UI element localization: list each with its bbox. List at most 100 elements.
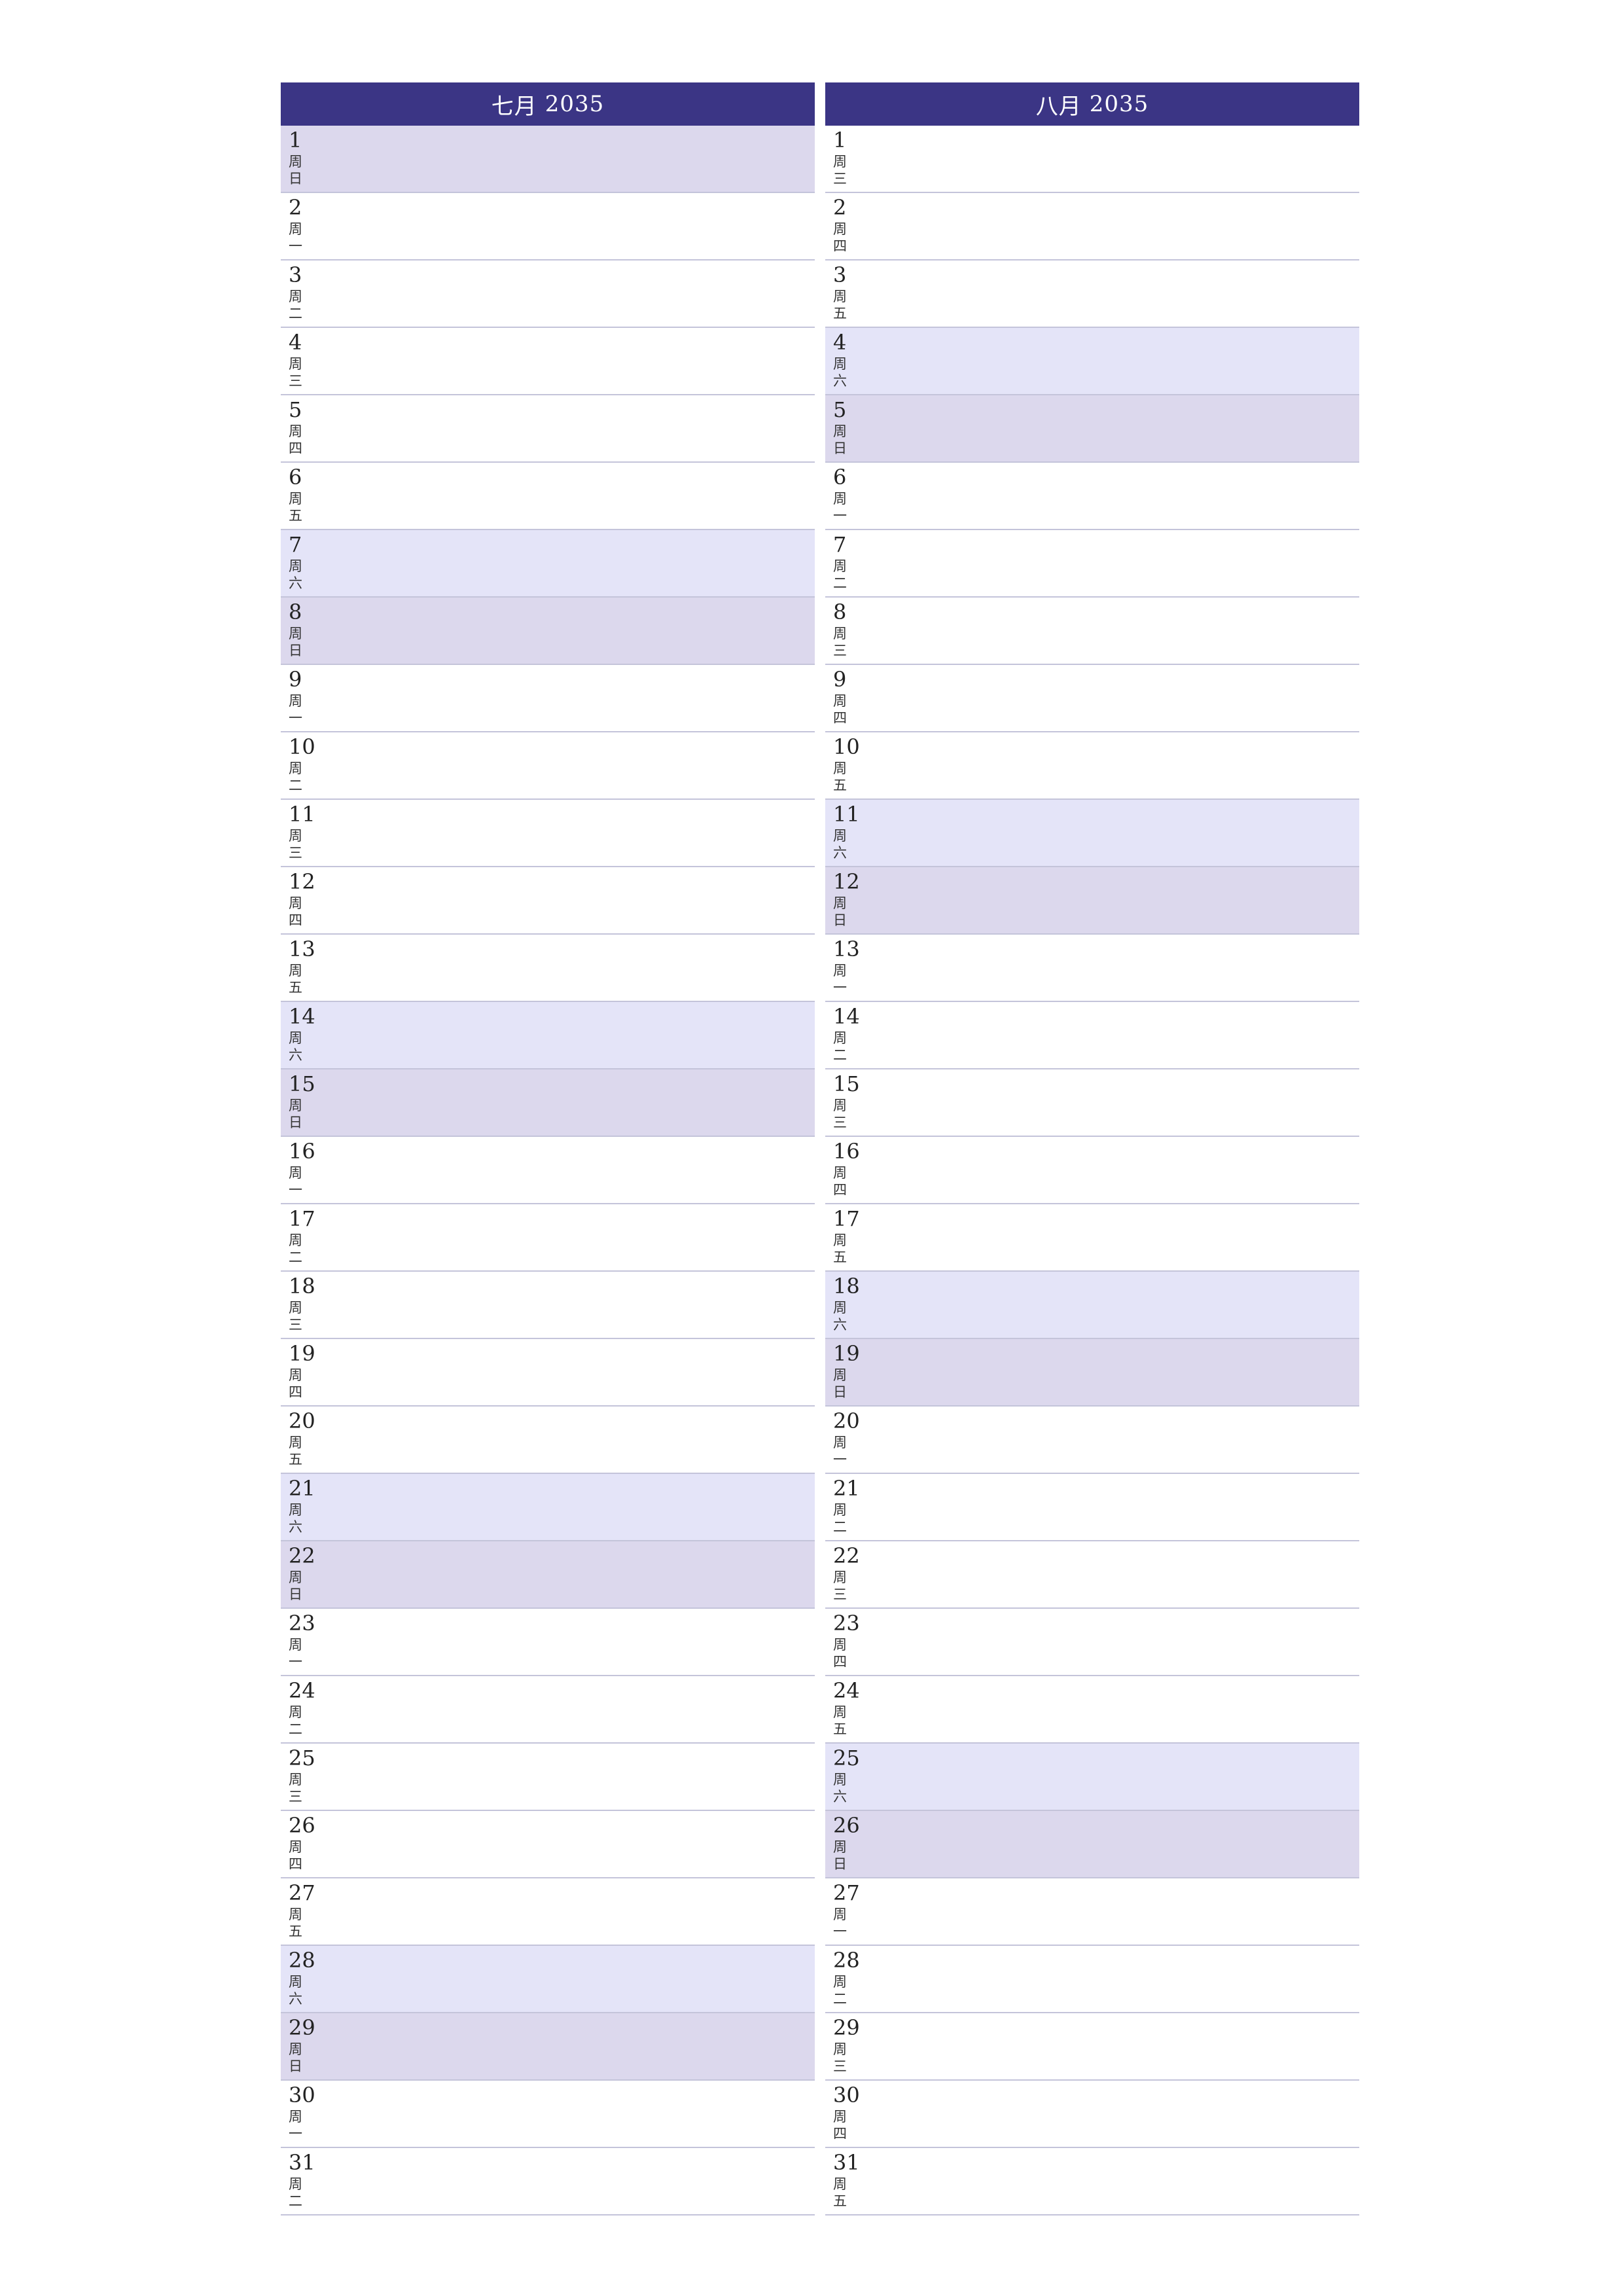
- day-number: 22: [289, 1543, 315, 1568]
- day-number: 17: [289, 1206, 315, 1231]
- day-row: 13 周五: [281, 935, 815, 1002]
- weekday-char: 五: [833, 1249, 847, 1265]
- weekday-label: 周三: [289, 355, 304, 389]
- weekday-char: 一: [289, 1654, 302, 1670]
- weekday-prefix: 周: [833, 1570, 847, 1585]
- day-row: 23 周一: [281, 1609, 815, 1676]
- day-row: 11 周六: [825, 800, 1359, 867]
- day-row: 14 周六: [281, 1002, 815, 1069]
- day-number: 20: [289, 1408, 315, 1433]
- weekday-prefix: 周: [833, 2109, 847, 2125]
- day-row: 20 周五: [281, 1407, 815, 1474]
- day-row: 24 周五: [825, 1676, 1359, 1744]
- weekday-prefix: 周: [289, 693, 302, 709]
- weekday-char: 三: [289, 845, 302, 861]
- weekday-label: 周六: [289, 558, 304, 592]
- weekday-label: 周五: [289, 962, 304, 996]
- day-number: 3: [833, 262, 847, 287]
- weekday-prefix: 周: [833, 761, 847, 776]
- day-row: 27 周一: [825, 1878, 1359, 1946]
- weekday-label: 周一: [289, 221, 304, 255]
- weekday-char: 五: [289, 1924, 302, 1939]
- weekday-label: 周四: [289, 1367, 304, 1401]
- weekday-label: 周五: [289, 1434, 304, 1468]
- weekday-char: 日: [833, 1384, 847, 1400]
- weekday-prefix: 周: [289, 2041, 302, 2057]
- day-row: 10 周五: [825, 732, 1359, 800]
- weekday-char: 一: [833, 980, 847, 996]
- weekday-label: 周四: [833, 692, 849, 726]
- weekday-prefix: 周: [833, 1300, 847, 1316]
- weekday-prefix: 周: [289, 1637, 302, 1653]
- day-number: 25: [833, 1746, 860, 1770]
- day-number: 5: [833, 397, 847, 422]
- day-number: 15: [833, 1071, 860, 1096]
- weekday-label: 周五: [289, 1906, 304, 1940]
- day-row: 17 周五: [825, 1204, 1359, 1272]
- weekday-char: 四: [833, 1654, 847, 1670]
- day-row: 25 周六: [825, 1744, 1359, 1811]
- day-number: 5: [289, 397, 302, 422]
- weekday-prefix: 周: [833, 1232, 847, 1248]
- day-number: 12: [833, 869, 860, 894]
- month-column-august: 八月 2035 1 周三 2 周四 3 周五 4 周六 5 周日 6 周一 7 周二 8 周三 9 周四 10 周五 1…: [825, 82, 1359, 2215]
- weekday-prefix: 周: [289, 1300, 302, 1316]
- weekday-char: 四: [833, 1182, 847, 1198]
- weekday-label: 周三: [289, 1299, 304, 1333]
- weekday-char: 日: [833, 440, 847, 456]
- day-row: 10 周二: [281, 732, 815, 800]
- weekday-char: 四: [289, 1384, 302, 1400]
- weekday-char: 五: [833, 778, 847, 793]
- month-year: 2035: [544, 91, 605, 117]
- weekday-label: 周六: [833, 827, 849, 861]
- weekday-prefix: 周: [289, 2176, 302, 2192]
- weekday-prefix: 周: [833, 693, 847, 709]
- weekday-label: 周四: [833, 1164, 849, 1198]
- day-number: 7: [833, 532, 847, 557]
- weekday-char: 日: [289, 1587, 302, 1602]
- weekday-label: 周三: [833, 2041, 849, 2075]
- weekday-prefix: 周: [833, 1974, 847, 1990]
- weekday-label: 周二: [289, 2176, 304, 2210]
- weekday-prefix: 周: [833, 1907, 847, 1922]
- weekday-char: 三: [833, 1587, 847, 1602]
- weekday-label: 周四: [289, 1839, 304, 1873]
- weekday-label: 周六: [289, 1030, 304, 1064]
- day-row: 18 周三: [281, 1272, 815, 1339]
- weekday-label: 周四: [833, 1636, 849, 1670]
- day-row: 31 周五: [825, 2148, 1359, 2215]
- weekday-prefix: 周: [833, 491, 847, 507]
- weekday-label: 周四: [833, 221, 849, 255]
- day-row: 16 周四: [825, 1137, 1359, 1204]
- day-number: 26: [833, 1813, 860, 1838]
- weekday-prefix: 周: [289, 1772, 302, 1787]
- day-row: 21 周六: [281, 1474, 815, 1541]
- weekday-prefix: 周: [289, 558, 302, 574]
- weekday-char: 二: [289, 1721, 302, 1737]
- day-number: 14: [289, 1004, 315, 1029]
- weekday-prefix: 周: [289, 761, 302, 776]
- weekday-prefix: 周: [833, 1637, 847, 1653]
- day-number: 23: [833, 1611, 860, 1636]
- weekday-prefix: 周: [289, 1704, 302, 1720]
- day-number: 24: [833, 1678, 860, 1703]
- weekday-label: 周一: [289, 692, 304, 726]
- day-number: 28: [289, 1948, 315, 1973]
- weekday-prefix: 周: [289, 1098, 302, 1113]
- weekday-prefix: 周: [289, 1367, 302, 1383]
- day-row: 28 周二: [825, 1946, 1359, 2013]
- weekday-prefix: 周: [833, 558, 847, 574]
- weekday-prefix: 周: [289, 423, 302, 439]
- day-number: 4: [289, 330, 302, 355]
- day-number: 29: [289, 2015, 315, 2040]
- weekday-char: 四: [289, 1856, 302, 1872]
- weekday-label: 周六: [289, 1973, 304, 2007]
- weekday-label: 周一: [289, 1636, 304, 1670]
- weekday-char: 四: [289, 912, 302, 928]
- weekday-char: 二: [289, 2193, 302, 2209]
- day-row: 29 周日: [281, 2013, 815, 2081]
- weekday-char: 五: [833, 1721, 847, 1737]
- weekday-label: 周五: [289, 490, 304, 524]
